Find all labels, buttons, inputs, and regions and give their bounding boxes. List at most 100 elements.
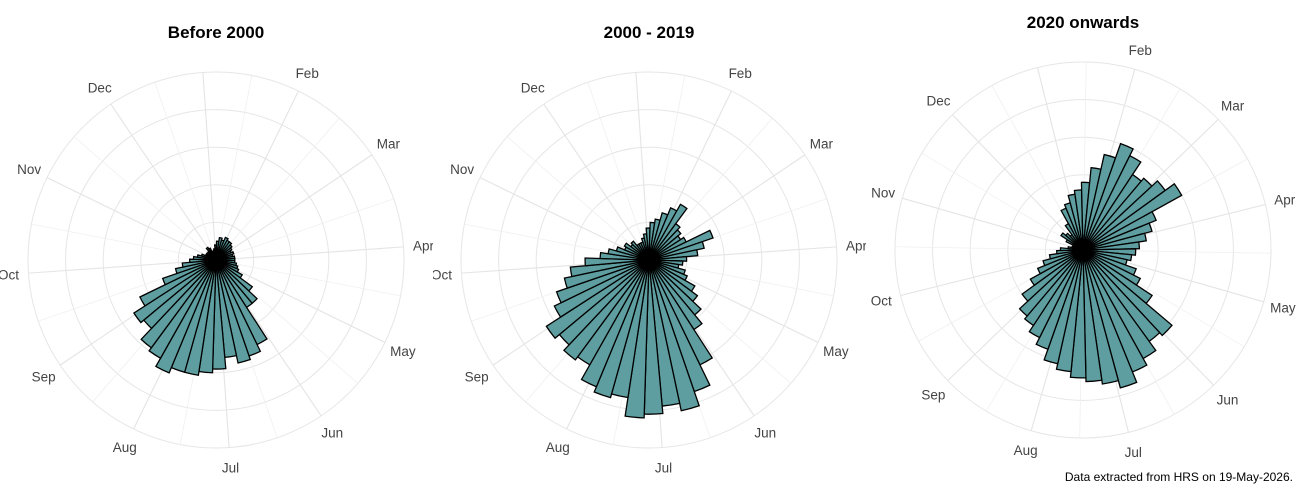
bar-week-29 (1082, 249, 1120, 385)
bar-week-41 (569, 259, 650, 278)
month-label-aug: Aug (1014, 443, 1038, 458)
month-label-sep: Sep (32, 369, 56, 384)
bar-week-38 (1021, 249, 1084, 303)
bar-week-15 (1082, 222, 1153, 251)
month-label-jun: Jun (1217, 393, 1239, 408)
bars (1018, 142, 1183, 389)
bar-week-36 (1023, 249, 1084, 327)
grid-ring (102, 146, 330, 374)
bar-week-35 (1028, 249, 1084, 339)
bar-week-40 (174, 259, 217, 275)
bar-week-39 (555, 259, 650, 304)
bar-week-37 (545, 259, 650, 340)
polar-chart-before-2000: Before 2000 Feb Mar Apr May Jun Jul Aug Sep Oct N… (0, 23, 433, 476)
grid-spoke (506, 136, 650, 261)
bar-week-27 (648, 259, 701, 412)
month-labels: Feb Mar Apr May Jun Jul Aug Sep Oct Nov Dec (433, 66, 866, 475)
month-label-aug: Aug (546, 440, 570, 455)
grid-spoke (46, 177, 217, 261)
grid-ring (65, 109, 367, 411)
grid-spoke (215, 246, 404, 261)
bar-week-34 (148, 259, 217, 360)
bar-week-52 (639, 241, 650, 261)
bar-week-28 (1082, 249, 1138, 389)
bar-week-41 (1042, 249, 1084, 267)
month-label-mar: Mar (377, 137, 401, 152)
month-label-nov: Nov (871, 186, 895, 201)
month-label-jul: Jul (222, 461, 239, 476)
bar-week-10 (648, 228, 682, 261)
month-label-jun: Jun (754, 425, 776, 440)
chart-title: 2020 onwards (1027, 13, 1139, 32)
bar-week-9 (1082, 154, 1142, 251)
grid-ring (27, 71, 405, 449)
month-label-nov: Nov (450, 162, 474, 177)
bar-week-13 (648, 229, 714, 261)
month-label-jul: Jul (655, 461, 672, 476)
grid-spoke (215, 259, 401, 297)
grid-spoke (215, 198, 394, 261)
month-labels: Feb Mar Apr May Jun Jul Aug Sep Oct Nov Dec (871, 43, 1296, 460)
bar-week-15 (648, 248, 699, 261)
data-source-caption: Data extracted from HRS on 19-May-2026. (1064, 470, 1293, 484)
bar-week-17 (1082, 241, 1141, 251)
bar-week-35 (562, 259, 650, 361)
grid-spoke (215, 90, 299, 261)
bar-week-27 (215, 259, 252, 364)
grid-spoke (215, 259, 386, 343)
bar-week-16 (1082, 232, 1147, 251)
grid-spoke (587, 82, 650, 261)
grid-spoke (31, 223, 217, 261)
bar-week-39 (1029, 249, 1084, 287)
bar-week-52 (211, 250, 217, 261)
month-label-feb: Feb (296, 66, 319, 81)
grid-spoke (73, 136, 217, 261)
grid-spoke (154, 82, 217, 261)
bar-week-33 (580, 259, 650, 388)
month-label-dec: Dec (926, 93, 950, 108)
month-label-may: May (1270, 300, 1296, 315)
grid-spoke (479, 177, 650, 261)
chart-title: Before 2000 (168, 23, 264, 42)
bar-week-13 (1082, 182, 1183, 251)
grid-spoke (895, 246, 1084, 251)
bar-week-31 (1069, 249, 1087, 379)
month-label-oct: Oct (871, 293, 892, 308)
bar-week-42 (1048, 249, 1084, 260)
grid-spoke (215, 117, 340, 261)
bar-week-33 (155, 259, 217, 374)
month-label-may: May (390, 344, 416, 359)
bar-week-38 (553, 259, 650, 318)
month-label-feb: Feb (729, 66, 752, 81)
grid-ring (932, 99, 1234, 401)
month-label-oct: Oct (0, 268, 19, 283)
month-labels: Feb Mar Apr May Jun Jul Aug Sep Oct Nov Dec (0, 66, 433, 475)
grid-spoke (952, 114, 1084, 251)
grid-ring (460, 71, 838, 449)
bars (545, 203, 714, 419)
grid-spoke (215, 154, 373, 261)
grid-spoke (902, 197, 1084, 251)
month-label-sep: Sep (465, 369, 489, 384)
bar-week-52 (1064, 222, 1084, 251)
grid-ring (894, 61, 1272, 439)
month-label-mar: Mar (1221, 99, 1245, 114)
chart-title: 2000 - 2019 (604, 23, 695, 42)
month-label-jul: Jul (1125, 445, 1142, 460)
month-label-jun: Jun (321, 425, 343, 440)
month-label-mar: Mar (810, 137, 834, 152)
grid-spoke (110, 103, 217, 261)
month-label-apr: Apr (1274, 193, 1296, 208)
bar-week-30 (1082, 249, 1103, 383)
month-label-feb: Feb (1129, 43, 1152, 58)
month-label-dec: Dec (88, 81, 112, 96)
bars (132, 236, 268, 376)
bar-week-37 (132, 259, 217, 324)
bar-week-40 (563, 259, 650, 289)
bar-week-35 (140, 259, 217, 349)
month-label-apr: Apr (413, 239, 433, 254)
grid-spoke (215, 75, 253, 261)
bar-week-24 (1082, 249, 1173, 337)
bar-week-38 (139, 259, 217, 307)
month-label-may: May (823, 344, 849, 359)
